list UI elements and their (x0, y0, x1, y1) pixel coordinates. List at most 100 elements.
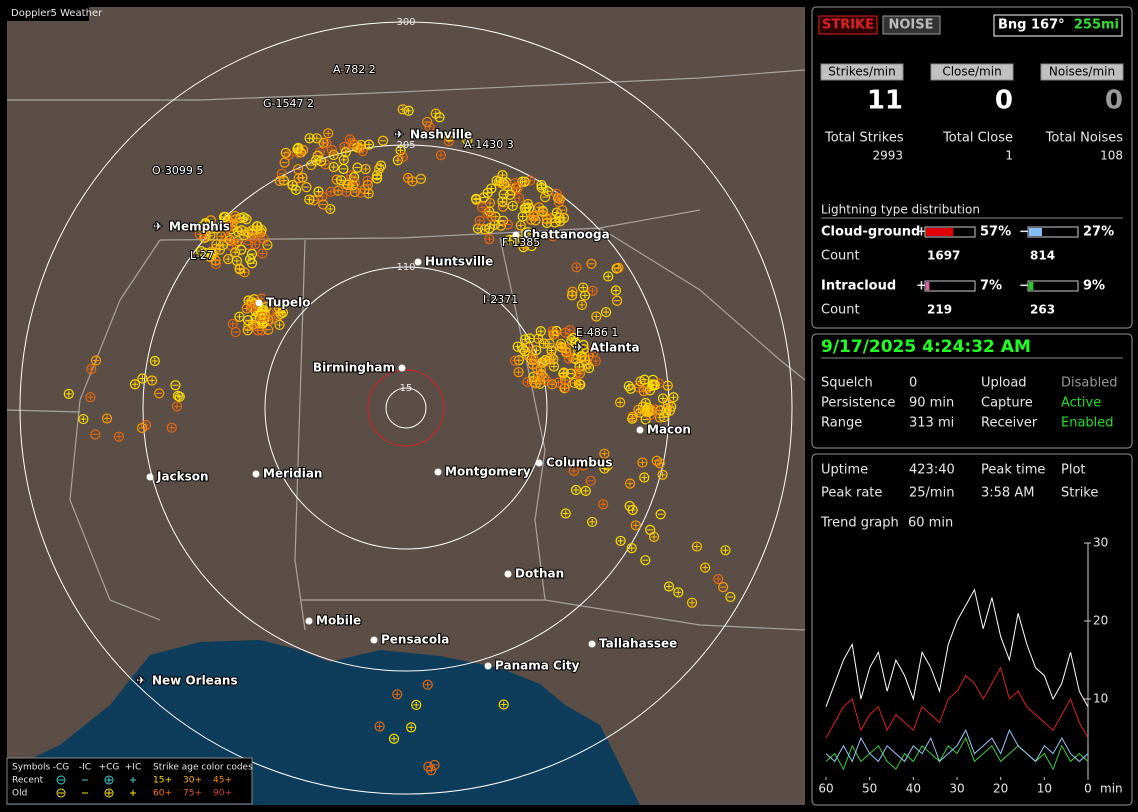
strike-ring (297, 172, 308, 183)
strike-ring (647, 374, 659, 385)
strike-ring (392, 689, 403, 700)
strike-ring (540, 355, 551, 366)
strike-ring (558, 367, 570, 378)
strike-ring (276, 168, 287, 179)
strike-marker (645, 524, 656, 535)
mode-button[interactable] (818, 15, 878, 35)
legend-age: 90+ (213, 789, 232, 799)
strike-marker (548, 354, 559, 365)
legend-header: +IC (125, 763, 141, 773)
percent: 27% (1083, 225, 1114, 240)
strike-marker (230, 214, 241, 225)
strike-ring (146, 375, 158, 386)
strike-ring (429, 759, 440, 771)
strike-marker (397, 151, 408, 163)
strike-ring (491, 175, 502, 186)
rate-value: 11 (867, 86, 903, 116)
city-dot (370, 636, 378, 644)
strike-ring (551, 188, 562, 199)
city-label: Dothan (515, 567, 564, 581)
strike-marker (566, 290, 578, 301)
strike-marker (673, 587, 684, 598)
strike-ring (397, 104, 408, 115)
strike-marker (246, 258, 258, 269)
stat: Uptime (821, 463, 868, 478)
panel (811, 453, 1133, 806)
strike-marker (578, 344, 589, 355)
strike-ring (113, 431, 125, 442)
y-tick-label: 30 (1093, 536, 1108, 550)
strike-ring (242, 325, 253, 336)
strike-ring (316, 156, 327, 167)
city-dot (252, 470, 260, 478)
strike-ring (275, 308, 286, 320)
strike-ring (265, 314, 277, 325)
strike-ring (357, 146, 368, 157)
setting: Range (821, 416, 862, 431)
type-name: Intracloud (821, 279, 896, 294)
ring-label: 110 (396, 262, 415, 273)
strike-marker (575, 379, 586, 390)
strike-ring (78, 413, 89, 425)
strike-marker (338, 163, 349, 175)
strike-ring (262, 239, 273, 251)
strike-marker (598, 499, 609, 510)
x-tick-label: 60 (818, 782, 833, 796)
strike-marker (170, 380, 181, 391)
legend-header: -IC (79, 763, 91, 773)
strike-marker (257, 311, 268, 322)
strike-ring (519, 346, 531, 357)
bearing: Bng 167° (998, 18, 1065, 33)
strike-marker (514, 192, 525, 204)
strike-ring (540, 191, 551, 203)
strike-marker (502, 219, 513, 230)
strike-ring (549, 217, 561, 228)
strike-marker (655, 509, 666, 520)
strike-ring (230, 247, 241, 258)
strike-marker (725, 591, 736, 603)
strike-marker (258, 233, 270, 244)
strike-marker (551, 188, 562, 199)
strike-ring (472, 223, 484, 234)
x-unit: min (1100, 782, 1123, 796)
strike-marker (304, 133, 315, 144)
strike-ring (626, 543, 637, 554)
strike-marker (657, 393, 669, 404)
strike-marker (166, 422, 177, 433)
strike-marker (113, 431, 125, 442)
strike-marker (649, 404, 661, 415)
city-dot (414, 258, 422, 266)
strike-marker (146, 375, 158, 386)
sign: + (916, 279, 927, 294)
x-tick-label: 0 (1084, 782, 1092, 796)
mode-button[interactable] (882, 15, 941, 35)
strike-ring (526, 240, 537, 252)
strike-marker (587, 285, 598, 296)
strike-ring (211, 223, 222, 234)
strike-marker (265, 314, 277, 325)
strike-ring (90, 429, 101, 440)
setting: Receiver (981, 416, 1038, 431)
strike-ring (172, 390, 184, 401)
strike-marker (90, 355, 102, 366)
strike-marker (630, 520, 641, 531)
strike-marker (301, 182, 312, 193)
strike-ring (579, 290, 591, 301)
rate-value: 0 (1105, 86, 1123, 116)
strike-ring (624, 478, 636, 489)
map: 300 205 110 15 ✈ Nashville ✈ Memphis Chattanooga… (6, 5, 806, 805)
setting: Persistence (821, 396, 895, 411)
strike-marker (241, 303, 252, 314)
legend-box (6, 757, 253, 805)
strike-marker (654, 458, 665, 469)
strike-ring (292, 143, 303, 155)
strike-ring (407, 176, 418, 187)
legend-row-label: Recent (12, 776, 44, 786)
strike-marker (638, 386, 649, 397)
strike-marker (101, 413, 113, 424)
strike-ring (149, 355, 160, 367)
x-tick-label: 20 (993, 782, 1008, 796)
sign: − (1019, 279, 1030, 294)
legend-age: 30+ (183, 776, 202, 786)
legend-age: 75+ (183, 789, 202, 799)
